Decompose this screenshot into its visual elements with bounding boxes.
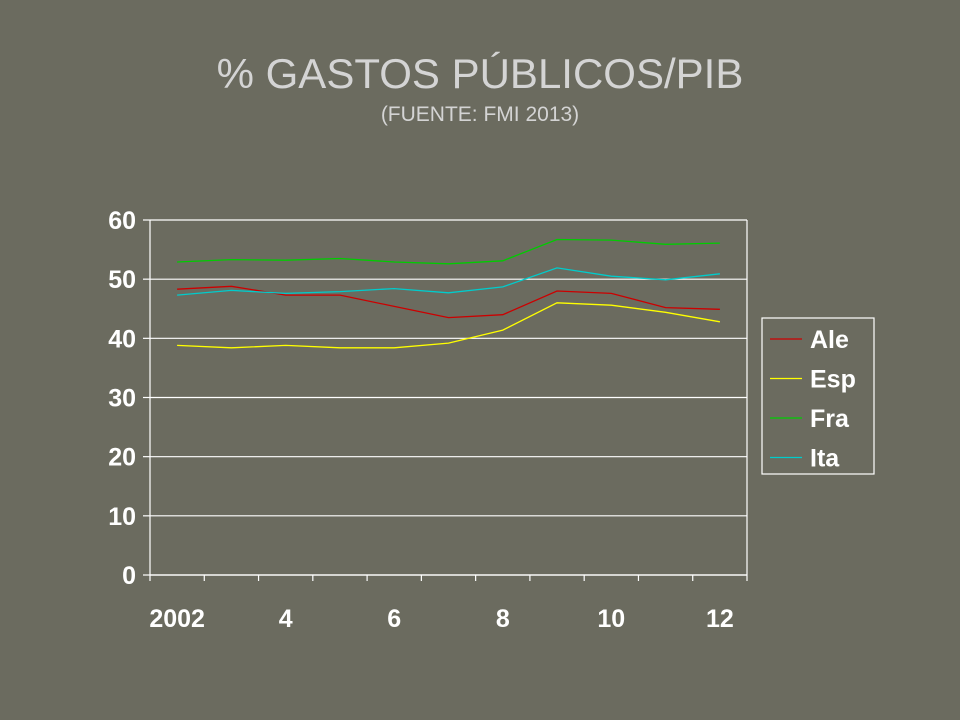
legend-box (761, 317, 875, 475)
y-tick-label: 50 (108, 266, 136, 294)
x-tick-label: 2002 (149, 605, 205, 633)
y-tick-label: 40 (108, 325, 136, 353)
x-tick-label: 12 (706, 605, 734, 633)
legend-label-esp: Esp (810, 366, 856, 394)
legend-label-ita: Ita (810, 445, 840, 473)
legend-label-fra: Fra (810, 405, 850, 433)
x-tick-label: 4 (279, 605, 293, 633)
chart-subtitle: (FUENTE: FMI 2013) (380, 103, 580, 126)
series-line-esp (177, 302, 721, 349)
legend-label-ale: Ale (810, 326, 849, 354)
y-tick-label: 10 (108, 503, 136, 531)
series-line-ita (177, 267, 720, 296)
x-tick-label: 6 (387, 605, 401, 633)
x-tick-label: 10 (597, 605, 625, 633)
series-line-fra (177, 238, 720, 265)
y-tick-label: 0 (122, 562, 136, 590)
y-tick-label: 60 (108, 207, 136, 235)
x-tick-label: 8 (496, 605, 510, 633)
y-tick-label: 30 (108, 385, 136, 413)
y-tick-label: 20 (108, 444, 136, 472)
chart-title: % GASTOS PÚBLICOS/PIB (216, 50, 744, 97)
